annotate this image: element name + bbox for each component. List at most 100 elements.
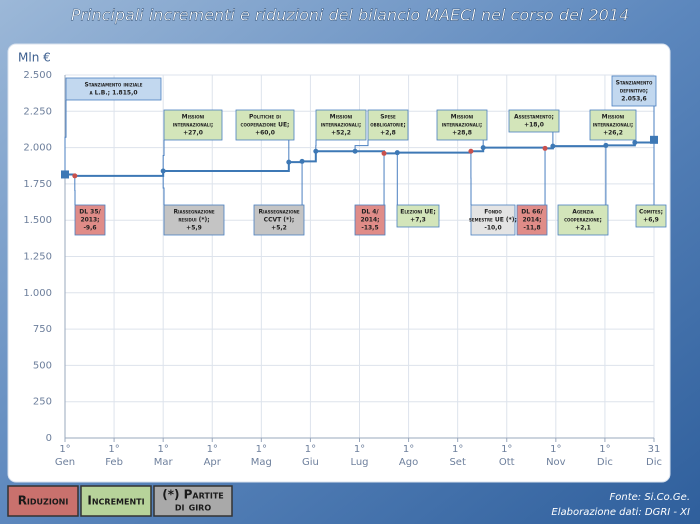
y-tick-label: 2.500	[23, 70, 52, 81]
annotation-text: residui (*);	[178, 217, 209, 224]
x-month-label: Nov	[546, 457, 566, 468]
x-month-label: Lug	[350, 457, 368, 468]
x-tick-label: 1°	[256, 444, 267, 455]
annotation-text: cooperazione;	[564, 217, 602, 224]
annotation-text: Stanziamento iniziale	[84, 82, 142, 89]
x-month-label: Set	[449, 457, 466, 468]
point-marker	[543, 146, 548, 151]
x-tick-label: 1°	[354, 444, 365, 455]
annotation-text: Stanziamento	[616, 80, 653, 87]
legend-label: di giro	[175, 500, 211, 514]
annotation-text: DL 66/	[521, 209, 543, 216]
annotation-text: Agenzia	[572, 209, 594, 216]
point-marker	[61, 170, 69, 178]
annotation-text: -13,5	[361, 225, 378, 232]
annotation-text: definitivo;	[620, 88, 648, 95]
chart-title: Principali incrementi e riduzioni del bi…	[71, 6, 629, 25]
annotation-text: semestre UE (*);	[469, 217, 517, 224]
annotation-text: 2014;	[360, 217, 379, 224]
annotation-text: Missioni	[182, 114, 205, 121]
annotation-text: Assestamento;	[514, 114, 554, 121]
x-month-label: Gen	[55, 457, 75, 468]
annotation-text: -10,0	[484, 225, 501, 232]
legend-label: Riduzioni	[18, 494, 69, 508]
y-tick-label: 2.250	[23, 106, 52, 117]
source: Elaborazione dati: DGRI - XI	[551, 507, 690, 518]
x-tick-label: 1°	[452, 444, 463, 455]
point-marker	[313, 149, 318, 154]
annotation-text: internazionali;	[321, 122, 362, 129]
point-marker	[353, 149, 358, 154]
annotation-text: cooperazione UE;	[241, 122, 290, 129]
annotation-text: +28,8	[452, 130, 472, 137]
annotation-text: Missioni	[602, 114, 625, 121]
y-tick-label: 750	[33, 324, 52, 335]
x-tick-label: 1°	[157, 444, 168, 455]
y-axis-label: Mln €	[18, 51, 51, 65]
annotation-text: Politiche di	[249, 114, 281, 121]
annotation-text: +7,3	[410, 217, 426, 224]
point-marker	[481, 145, 486, 150]
y-tick-label: 1.000	[23, 288, 52, 299]
annotation-text: Riassegnazione	[173, 209, 214, 216]
annotation-text: +5,2	[271, 225, 287, 232]
y-tick-label: 1.750	[23, 179, 52, 190]
y-tick-label: 1.250	[23, 252, 52, 263]
annotation-text: 2013;	[80, 217, 99, 224]
point-marker	[550, 144, 555, 149]
x-month-label: Giu	[302, 457, 319, 468]
annotation-text: Comites;	[639, 209, 663, 216]
annotation-text: 2014;	[522, 217, 541, 224]
x-tick-label: 1°	[305, 444, 316, 455]
source: Fonte: Si.Co.Ge.	[610, 492, 691, 503]
annotation-text: +26,2	[603, 130, 623, 137]
x-month-label: Apr	[204, 457, 222, 468]
annotation-text: internazionali;	[593, 122, 634, 129]
x-month-label: Mar	[154, 457, 174, 468]
annotation-text: Elezioni UE;	[400, 209, 435, 216]
x-tick-label: 31	[648, 444, 661, 455]
point-marker	[468, 149, 473, 154]
x-month-label: Mag	[251, 457, 272, 468]
annotation-text: CCVT (*);	[264, 217, 295, 224]
y-tick-label: 2.000	[23, 143, 52, 154]
point-marker	[300, 159, 305, 164]
y-tick-label: 0	[46, 433, 52, 444]
legend-label: Incrementi	[87, 494, 144, 508]
annotation-text: Spese	[380, 114, 396, 121]
x-month-label: Feb	[105, 457, 123, 468]
point-marker	[632, 140, 637, 145]
annotation-text: internazionali;	[173, 122, 214, 129]
annotation-text: Missioni	[330, 114, 353, 121]
annotation-text: DL 4/	[361, 209, 379, 216]
annotation-text: +52,2	[331, 130, 351, 137]
point-marker	[161, 168, 166, 173]
point-marker	[72, 173, 77, 178]
x-tick-label: 1°	[207, 444, 218, 455]
annotation-text: +5,9	[186, 225, 202, 232]
y-tick-label: 250	[33, 397, 52, 408]
annotation-text: Riassegnazione	[258, 209, 299, 216]
annotation-text: -9,6	[83, 225, 96, 232]
point-marker	[395, 150, 400, 155]
annotation-text: a L.B.; 1.815,0	[89, 90, 137, 97]
x-tick-label: 1°	[550, 444, 561, 455]
annotation-text: +6,9	[643, 217, 659, 224]
x-tick-label: 1°	[108, 444, 119, 455]
x-tick-label: 1°	[501, 444, 512, 455]
annotation-text: +60,0	[255, 130, 275, 137]
point-marker	[603, 143, 608, 148]
annotation-text: obbligatorie;	[370, 122, 405, 129]
y-tick-label: 1.500	[23, 215, 52, 226]
annotation-text: +27,0	[183, 130, 203, 137]
annotation-text: +2,1	[575, 225, 591, 232]
annotation-text: Fondo	[484, 209, 502, 216]
annotation-text: -11,8	[523, 225, 540, 232]
x-tick-label: 1°	[59, 444, 70, 455]
annotation-text: internazionali;	[442, 122, 483, 129]
y-tick-label: 500	[33, 360, 52, 371]
point-marker	[650, 136, 658, 144]
x-month-label: Ago	[399, 457, 418, 468]
